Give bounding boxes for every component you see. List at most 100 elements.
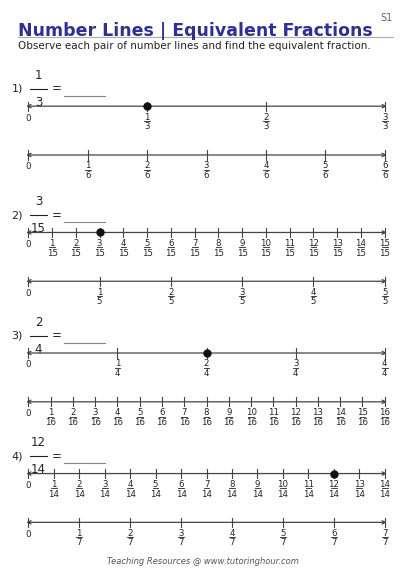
Text: 15: 15 [260,249,271,258]
Text: 7: 7 [280,538,286,548]
Text: 4: 4 [204,369,209,378]
Text: 14: 14 [379,480,390,489]
Text: 6: 6 [263,171,269,180]
Text: 14: 14 [31,463,46,476]
Text: 6: 6 [145,171,150,180]
Text: 0: 0 [26,360,31,370]
Text: 7: 7 [204,480,209,489]
Text: 7: 7 [382,538,388,548]
Text: 5: 5 [97,297,102,307]
Text: =: = [52,209,62,222]
Text: 14: 14 [74,490,85,499]
Text: 13: 13 [312,408,324,417]
Text: 2: 2 [73,239,79,248]
Text: 3: 3 [35,195,42,208]
Text: 16: 16 [379,408,390,417]
Text: 14: 14 [277,490,288,499]
Text: 4: 4 [382,359,388,369]
Text: 1: 1 [51,480,57,489]
Text: 11: 11 [303,480,314,489]
Text: 15: 15 [213,249,224,258]
Text: 1: 1 [35,69,42,82]
Text: 3: 3 [35,96,42,109]
Text: 2: 2 [77,480,82,489]
Text: 15: 15 [70,249,81,258]
Text: 3: 3 [97,239,102,248]
Text: 16: 16 [201,418,212,427]
Text: 15: 15 [379,249,390,258]
Text: 5: 5 [168,297,174,307]
Text: 4: 4 [263,161,269,170]
Text: S1: S1 [381,13,393,22]
Text: 3: 3 [263,122,269,131]
Text: 2): 2) [11,210,23,220]
Text: 11: 11 [284,239,295,248]
Text: 9: 9 [239,239,245,248]
Text: 14: 14 [303,490,314,499]
Text: 11: 11 [268,408,279,417]
Text: =: = [52,83,62,95]
Text: 12: 12 [31,436,46,449]
Text: 16: 16 [45,418,56,427]
Text: 7: 7 [229,538,235,548]
Text: 0: 0 [26,409,31,418]
Text: 3: 3 [145,122,150,131]
Text: 2: 2 [35,316,42,329]
Text: 1: 1 [115,359,120,369]
Text: 3): 3) [11,331,23,341]
Text: 4): 4) [11,451,23,461]
Text: 15: 15 [356,249,367,258]
Text: 3: 3 [204,161,209,170]
Text: 15: 15 [47,249,58,258]
Text: =: = [52,329,62,342]
Text: 10: 10 [260,239,271,248]
Text: 7: 7 [331,538,337,548]
Text: 16: 16 [290,418,301,427]
Text: 16: 16 [156,418,168,427]
Text: 9: 9 [255,480,260,489]
Text: 4: 4 [229,529,235,538]
Text: 6: 6 [168,239,174,248]
Text: 3: 3 [293,359,298,369]
Text: 15: 15 [332,249,343,258]
Text: 4: 4 [115,408,120,417]
Text: 5: 5 [382,297,388,307]
Text: 14: 14 [150,490,161,499]
Text: 0: 0 [26,289,31,298]
Text: 1: 1 [85,161,90,170]
Text: 16: 16 [357,418,368,427]
Text: 14: 14 [201,490,212,499]
Text: 10: 10 [277,480,288,489]
Text: 16: 16 [179,418,190,427]
Text: 15: 15 [284,249,295,258]
Text: 13: 13 [332,239,343,248]
Text: 1): 1) [11,84,23,94]
Text: 15: 15 [308,249,319,258]
Text: 7: 7 [77,538,82,548]
Text: Observe each pair of number lines and find the equivalent fraction.: Observe each pair of number lines and fi… [18,41,371,51]
Text: 16: 16 [245,418,257,427]
Text: 7: 7 [128,538,133,548]
Text: 7: 7 [178,538,184,548]
Text: 15: 15 [142,249,153,258]
Text: 4: 4 [311,288,316,297]
Text: 7: 7 [382,529,388,538]
Text: 2: 2 [204,359,209,369]
Text: 5: 5 [153,480,158,489]
Text: 5: 5 [280,529,286,538]
Text: 3: 3 [382,122,388,131]
Text: 14: 14 [356,239,367,248]
Text: 10: 10 [245,408,257,417]
Text: 16: 16 [223,418,234,427]
Text: 1: 1 [145,113,150,122]
Text: 15: 15 [237,249,248,258]
Text: Number Lines | Equivalent Fractions: Number Lines | Equivalent Fractions [18,22,373,40]
Text: 6: 6 [85,171,90,180]
Text: 14: 14 [125,490,136,499]
Text: 14: 14 [48,490,59,499]
Text: 6: 6 [204,171,209,180]
Text: 6: 6 [159,408,165,417]
Text: 5: 5 [311,297,316,307]
Text: =: = [52,450,62,463]
Text: 8: 8 [204,408,209,417]
